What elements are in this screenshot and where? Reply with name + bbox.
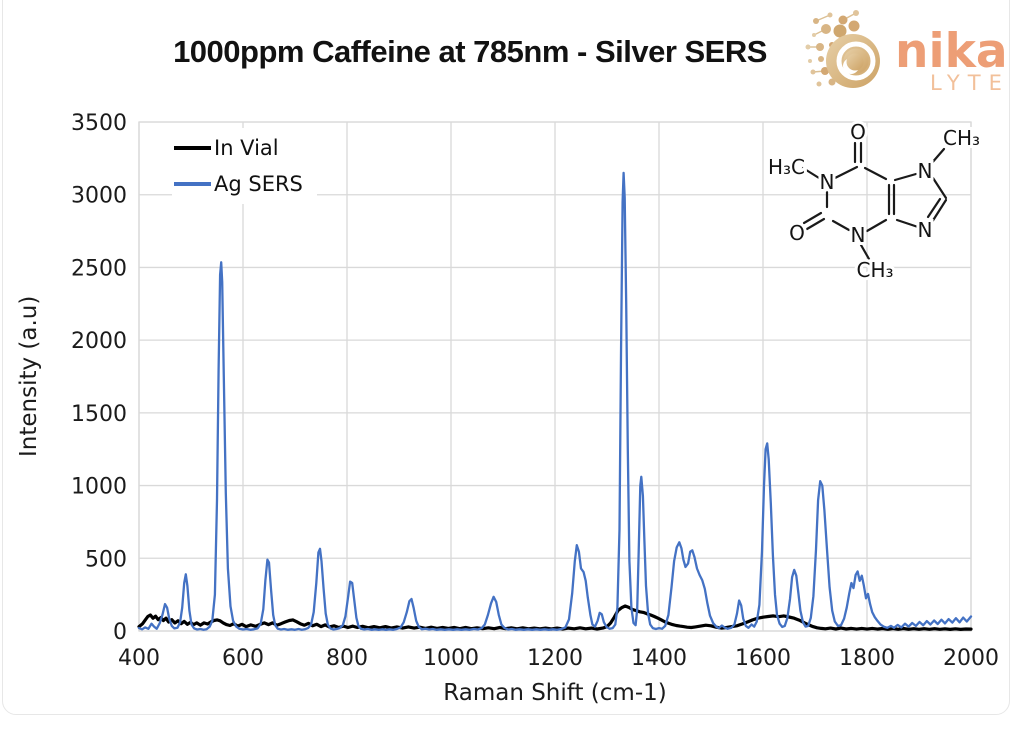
svg-text:1000: 1000: [71, 475, 127, 500]
svg-text:1800: 1800: [839, 646, 895, 671]
chart-title: 1000ppm Caffeine at 785nm - Silver SERS: [173, 34, 767, 69]
nikalyte-logo: nika LYTE: [805, 10, 1010, 95]
atom-label: O: [789, 221, 805, 245]
x-axis-title: Raman Shift (cm-1): [443, 680, 667, 706]
svg-text:3500: 3500: [71, 111, 127, 136]
svg-text:1000: 1000: [423, 646, 479, 671]
svg-text:2500: 2500: [71, 256, 127, 281]
y-axis-title: Intensity (a.u): [16, 295, 42, 458]
svg-text:3000: 3000: [71, 184, 127, 209]
atom-label: CH₃: [943, 126, 980, 150]
svg-text:2000: 2000: [71, 329, 127, 354]
legend-item-ag-sers: Ag SERS: [174, 166, 303, 202]
legend: In Vial Ag SERS: [172, 128, 317, 204]
logo-wordmark: nika: [895, 24, 1008, 79]
svg-text:1500: 1500: [71, 402, 127, 427]
logo-sphere-icon: [826, 34, 880, 88]
atom-label: N: [820, 170, 835, 194]
atom-label: N: [851, 223, 866, 247]
in-vial-label: In Vial: [214, 136, 279, 160]
in-vial-line-swatch: [174, 145, 211, 151]
svg-text:400: 400: [118, 646, 160, 671]
logo-subtext: LYTE: [930, 71, 1010, 95]
legend-item-in-vial: In Vial: [174, 130, 303, 166]
ag-sers-label: Ag SERS: [214, 172, 303, 196]
svg-text:500: 500: [85, 547, 127, 572]
svg-text:600: 600: [222, 646, 264, 671]
molecule-bonds: [801, 141, 948, 261]
logo-dot-cluster: [805, 10, 860, 87]
caffeine-molecule-structure: O H₃C N O N CH₃ N CH₃ N: [765, 117, 983, 285]
svg-text:1400: 1400: [631, 646, 687, 671]
atom-label: H₃C: [768, 155, 805, 179]
svg-text:1600: 1600: [735, 646, 791, 671]
atom-label: N: [918, 218, 933, 242]
svg-text:800: 800: [326, 646, 368, 671]
svg-text:0: 0: [113, 620, 127, 645]
atom-label: O: [850, 120, 866, 144]
atom-label: N: [918, 159, 933, 183]
ag-sers-line-swatch: [174, 182, 211, 186]
svg-text:2000: 2000: [943, 646, 999, 671]
atom-label: CH₃: [856, 258, 893, 282]
svg-text:1200: 1200: [527, 646, 583, 671]
